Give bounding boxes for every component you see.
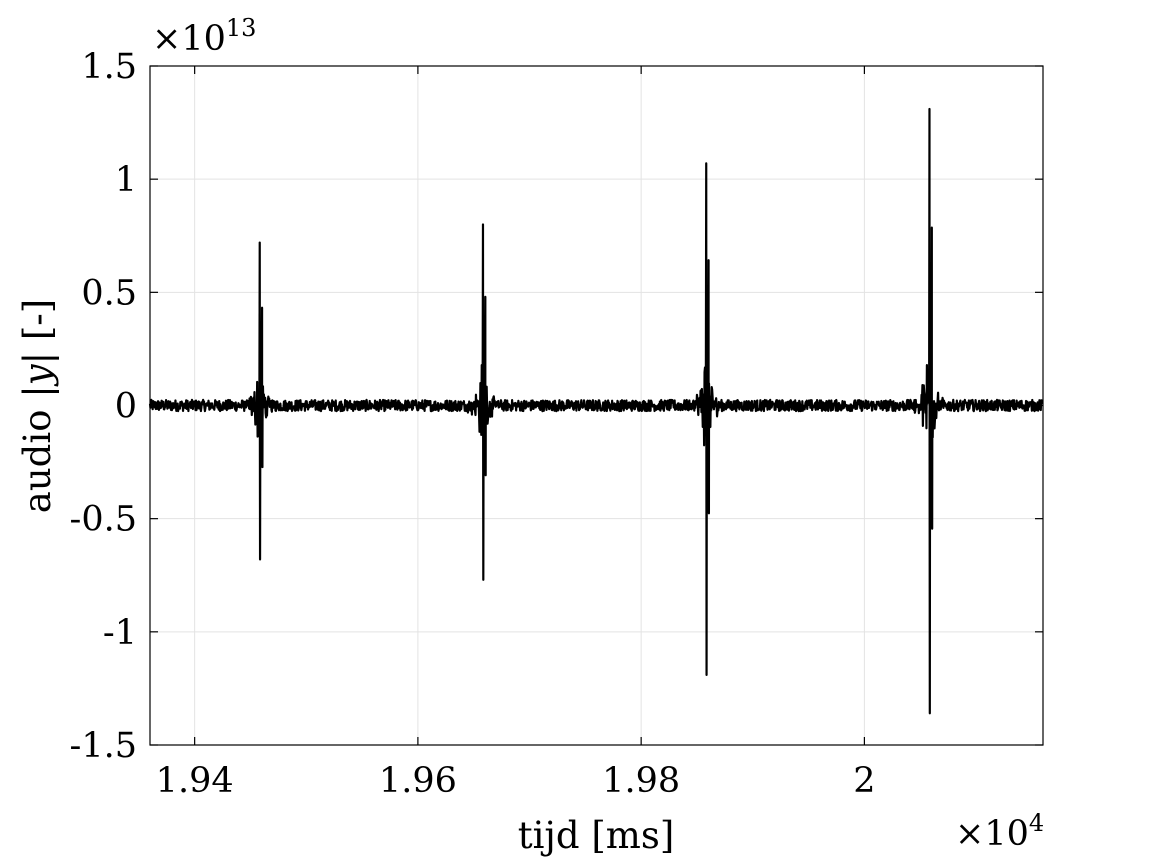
series-line-0	[148, 107, 1044, 715]
y-axis-label: audio |y| [-]	[16, 299, 59, 513]
y-axis-label-var: |y|	[16, 352, 59, 398]
y-axis-label-text: audio	[16, 398, 59, 513]
series-audio	[148, 107, 1044, 715]
x-scale-exponent: ×104	[955, 809, 1044, 854]
y-tick-label-5: -1	[103, 613, 137, 653]
axis-ticks: 1.94 1.96 1.98 2 1.5 1 0.5 0 -0.5 -1 -1.5	[70, 47, 1043, 801]
x-tick-label-0: 1.94	[156, 761, 234, 801]
y-tick-label-3: 0	[115, 387, 137, 427]
y-scale-power: 13	[226, 14, 257, 42]
y-tick-label-0: 1.5	[81, 47, 137, 87]
y-axis-label-unit: [-]	[16, 299, 59, 352]
y-scale-exponent: ×1013	[152, 14, 256, 59]
x-tick-label-3: 2	[853, 761, 875, 801]
x-tick-label-2: 1.98	[602, 761, 680, 801]
y-scale-base: ×10	[152, 19, 226, 59]
y-tick-label-1: 1	[115, 160, 137, 200]
x-scale-base: ×10	[955, 814, 1029, 854]
y-tick-label-2: 0.5	[81, 273, 137, 313]
y-tick-label-4: -0.5	[70, 500, 138, 540]
x-scale-power: 4	[1029, 809, 1044, 837]
x-tick-label-1: 1.96	[379, 761, 457, 801]
y-tick-label-6: -1.5	[70, 726, 138, 766]
x-axis-label: tijd [ms]	[518, 814, 675, 857]
